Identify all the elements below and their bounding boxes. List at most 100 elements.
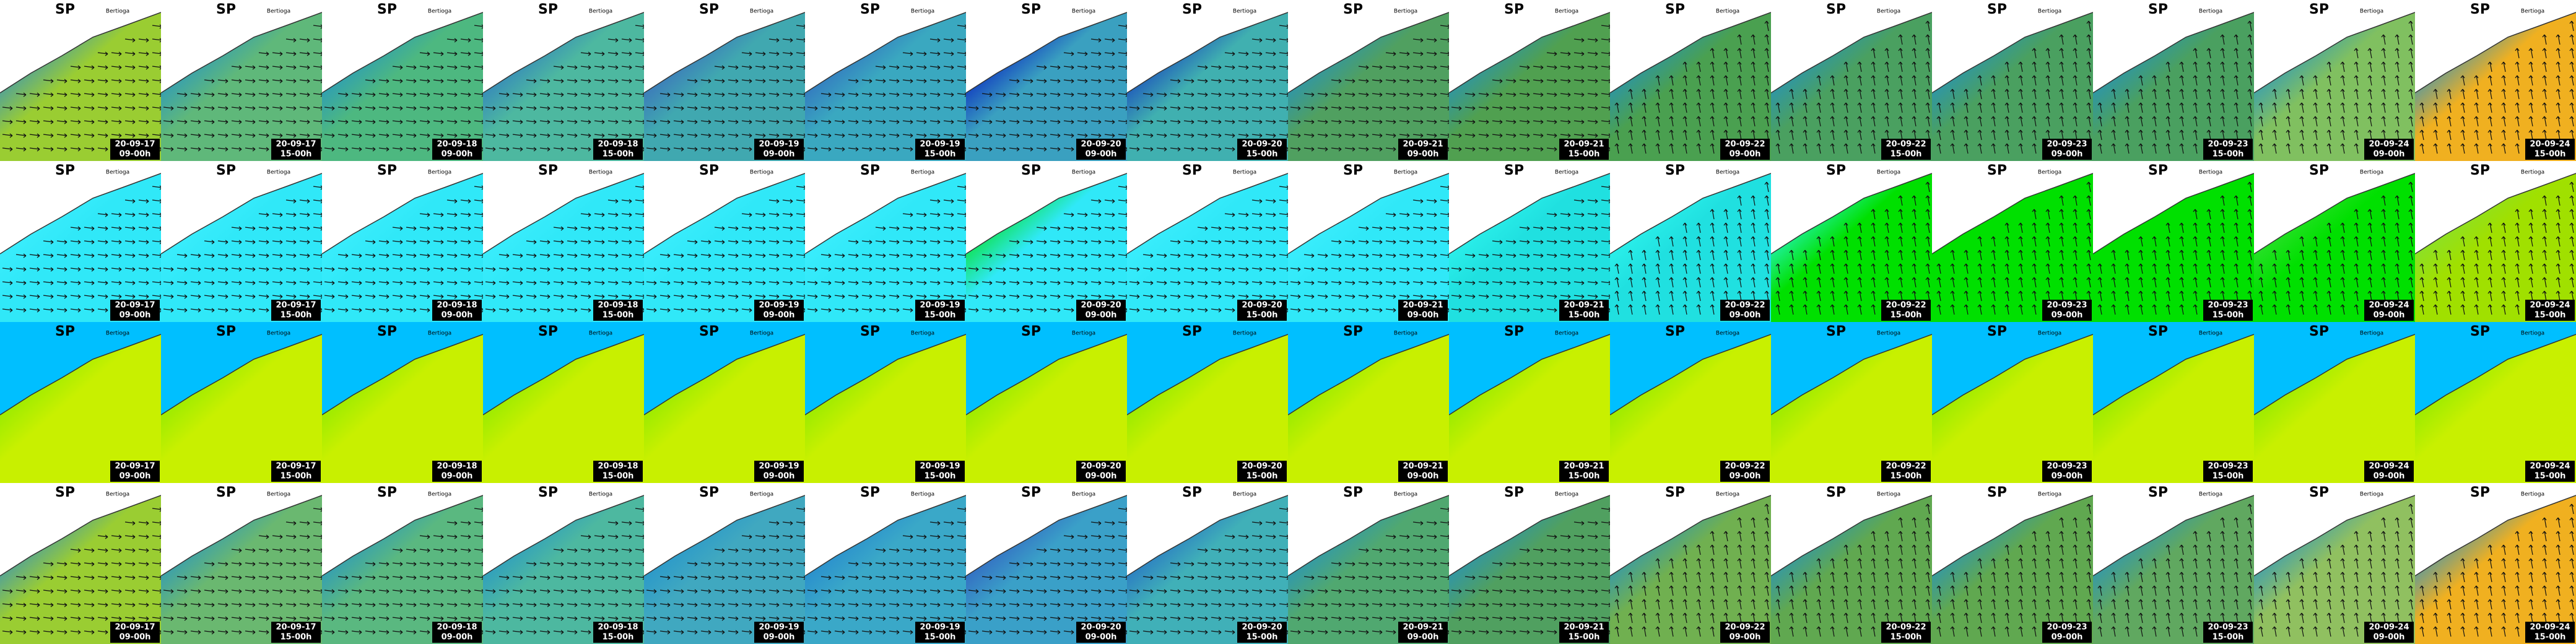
wind-arrow <box>834 120 845 124</box>
wind-arrow <box>1546 133 1557 138</box>
wind-arrow <box>2138 102 2143 113</box>
wind-arrow <box>2179 89 2184 100</box>
map-body <box>1771 322 1932 483</box>
wind-arrow <box>365 120 376 124</box>
wind-arrow <box>138 575 149 580</box>
wind-arrow <box>1451 133 1462 138</box>
place-label: Bertioga <box>2199 331 2222 337</box>
wind-arrow <box>1224 294 1235 299</box>
wind-arrow <box>567 226 578 231</box>
wind-arrow <box>1090 616 1102 621</box>
wind-arrow <box>1655 558 1660 569</box>
wind-arrow <box>968 133 979 138</box>
place-label: Bertioga <box>106 492 129 498</box>
wind-arrow <box>1789 102 1794 113</box>
wind-arrow <box>981 106 993 111</box>
wind-arrow <box>2528 48 2533 59</box>
wind-arrow <box>1279 294 1288 299</box>
wind-arrow <box>419 65 430 70</box>
wind-arrow <box>1022 616 1033 621</box>
wind-arrow <box>1533 106 1544 111</box>
wind-arrow <box>1251 199 1263 204</box>
wind-arrow <box>2220 209 2225 220</box>
date-box <box>2525 461 2575 482</box>
wind-arrow <box>1857 277 1862 288</box>
wind-arrow <box>1925 34 1930 45</box>
wind-arrow <box>2419 263 2424 274</box>
wind-arrow <box>1412 603 1424 607</box>
wind-arrow <box>70 92 81 97</box>
wind-arrow <box>2408 263 2413 274</box>
wind-arrow <box>1358 226 1369 231</box>
wind-arrow <box>1789 250 1794 261</box>
wind-arrow <box>1925 612 1930 624</box>
wind-arrow <box>621 79 632 84</box>
wind-arrow <box>163 630 174 635</box>
wind-arrow <box>1265 562 1276 567</box>
wind-arrow <box>1197 562 1208 567</box>
wind-arrow <box>1898 89 1903 100</box>
wind-arrow <box>460 589 471 594</box>
wind-arrow <box>1751 544 1756 555</box>
wind-arrow <box>1478 92 1489 97</box>
wind-arrow <box>1118 534 1127 539</box>
wind-arrow <box>929 133 941 138</box>
wind-arrow <box>807 616 818 621</box>
wind-arrow <box>567 281 578 285</box>
wind-arrow <box>1505 294 1516 299</box>
wind-arrow <box>1936 290 1941 302</box>
wind-arrow <box>1925 209 1930 220</box>
wind-arrow <box>834 106 845 111</box>
panel-title: SP <box>55 324 75 339</box>
wind-arrow <box>1710 585 1715 596</box>
wind-arrow <box>474 120 483 124</box>
wind-arrow <box>687 562 698 567</box>
map-body <box>1932 483 2093 644</box>
wind-arrow <box>2045 75 2050 86</box>
wind-arrow <box>621 38 632 43</box>
wind-arrow <box>2258 143 2263 154</box>
wind-arrow <box>512 147 523 152</box>
wind-arrow <box>741 92 752 97</box>
wind-arrow <box>929 65 941 70</box>
wind-arrow <box>1440 51 1449 56</box>
wind-arrow <box>1871 89 1876 100</box>
wind-arrow <box>1764 250 1769 261</box>
wind-arrow <box>902 133 913 138</box>
wind-arrow <box>84 548 95 553</box>
wind-arrow <box>163 120 174 124</box>
wind-arrow <box>714 147 725 152</box>
wind-arrow <box>2569 250 2574 261</box>
wind-arrow <box>782 51 793 56</box>
wind-arrow <box>916 120 927 124</box>
wind-arrow <box>2018 290 2023 302</box>
wind-arrow <box>2059 544 2064 555</box>
wind-arrow <box>1816 129 1821 141</box>
land <box>1771 483 1932 576</box>
wind-arrow <box>848 294 859 299</box>
wind-arrow <box>1118 603 1127 607</box>
wind-arrow <box>1696 129 1701 141</box>
wind-arrow <box>1412 294 1424 299</box>
wind-arrow <box>659 630 671 635</box>
wind-arrow <box>1317 133 1328 138</box>
land <box>483 322 644 415</box>
wind-arrow <box>1251 562 1263 567</box>
wind-arrow <box>1238 65 1249 70</box>
land <box>2254 0 2415 93</box>
wind-arrow <box>313 212 322 217</box>
wind-arrow <box>2501 626 2506 637</box>
wind-arrow <box>2460 129 2465 141</box>
wind-arrow <box>1519 630 1530 635</box>
wind-arrow <box>124 616 136 621</box>
wind-arrow <box>2408 544 2413 555</box>
wind-arrow <box>957 240 966 245</box>
wind-arrow <box>1669 236 1674 247</box>
wind-arrow <box>621 603 632 607</box>
wind-arrow <box>1696 143 1701 154</box>
wind-arrow <box>1118 548 1127 553</box>
wind-arrow <box>1587 521 1598 526</box>
wind-arrow <box>2086 558 2091 569</box>
wind-arrow <box>2367 277 2372 288</box>
